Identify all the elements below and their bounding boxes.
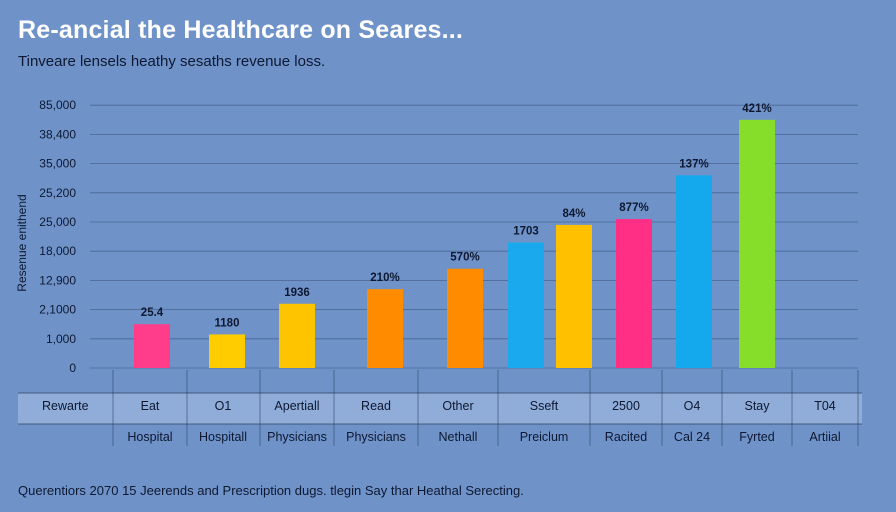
data-label: 137% [679, 158, 708, 170]
category-label: O4 [684, 399, 701, 413]
bar [739, 119, 775, 368]
table-band [18, 393, 862, 424]
bar [508, 242, 544, 368]
category-sublabel: Racited [605, 430, 647, 444]
bar [209, 334, 245, 368]
bar [447, 268, 483, 368]
y-tick-label: 38,400 [39, 127, 76, 141]
y-tick-label: 2,1000 [39, 303, 76, 317]
data-label: 570% [450, 252, 479, 264]
table-header: Rewarte [42, 399, 89, 413]
chart-subtitle: Tinveare lensels heathy sesaths revenue … [18, 53, 326, 70]
y-axis-label: Resenue enithend [15, 194, 29, 291]
category-sublabel: Cal 24 [674, 430, 710, 444]
category-label: T04 [814, 399, 836, 413]
category-sublabel: Hospital [127, 430, 172, 444]
category-label: O1 [215, 399, 232, 413]
bar [367, 289, 403, 368]
data-label: 210% [370, 272, 399, 284]
bar [134, 324, 170, 368]
y-tick-label: 35,000 [39, 157, 76, 171]
category-label: 2500 [612, 399, 640, 413]
chart-footer-note: Querentiors 2070 15 Jeerends and Prescri… [18, 483, 524, 498]
data-label: 84% [562, 208, 585, 220]
y-tick-label: 25,200 [39, 186, 76, 200]
bar [279, 303, 315, 368]
y-tick-label: 1,000 [46, 332, 76, 346]
data-label: 25.4 [141, 307, 164, 319]
data-label: 1936 [284, 287, 310, 299]
category-sublabel: Physicians [346, 430, 406, 444]
category-sublabel: Physicians [267, 430, 327, 444]
bar [676, 175, 712, 368]
chart-title: Re-ancial the Healthcare on Seares... [18, 16, 464, 44]
data-label: 1703 [513, 225, 539, 237]
category-sublabel: Artiial [809, 430, 840, 444]
category-label: Apertiall [274, 399, 319, 413]
category-label: Other [442, 399, 473, 413]
category-label: Stay [744, 399, 770, 413]
data-label: 877% [619, 202, 648, 214]
y-tick-label: 12,900 [39, 273, 76, 287]
y-tick-label: 18,000 [39, 244, 76, 258]
category-label: Eat [141, 399, 160, 413]
bar [556, 224, 592, 368]
bar [616, 219, 652, 368]
y-tick-label: 25,000 [39, 215, 76, 229]
data-label: 1180 [215, 317, 240, 329]
category-label: Sseft [530, 399, 559, 413]
category-label: Read [361, 399, 391, 413]
data-label: 421% [742, 103, 771, 115]
category-sublabel: Hospitall [199, 430, 247, 444]
category-sublabel: Preiclum [520, 430, 569, 444]
y-tick-label: 0 [69, 361, 76, 375]
y-tick-label: 85,000 [39, 98, 76, 112]
category-sublabel: Fyrted [739, 430, 774, 444]
category-sublabel: Nethall [439, 430, 478, 444]
